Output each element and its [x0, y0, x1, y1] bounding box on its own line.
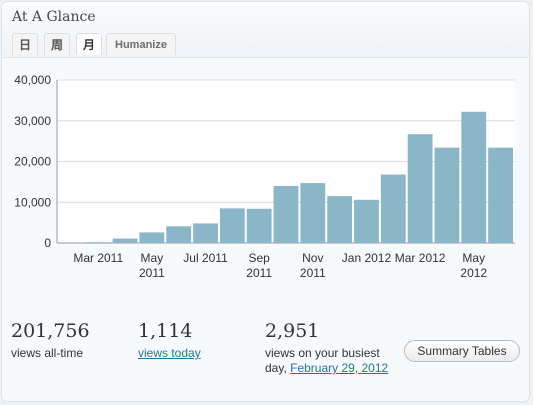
chart-bar [139, 232, 165, 243]
chart-bar [273, 185, 299, 243]
busiest-day-views-count: 2,951 [265, 320, 320, 342]
chart-bar [166, 226, 192, 243]
today-views-count: 1,114 [138, 320, 193, 342]
y-tick-label: 40,000 [14, 73, 51, 87]
tab-week[interactable]: 周 [44, 33, 70, 55]
summary-tables-button[interactable]: Summary Tables [404, 340, 520, 362]
x-tick-label: 2011 [246, 266, 272, 280]
chart-bar [354, 199, 379, 243]
panel-header: At A Glance 日 周 月 Humanize [2, 2, 529, 58]
x-tick-label: Mar 2012 [395, 251, 446, 265]
x-tick-label: Jan 2012 [342, 251, 392, 265]
chart-bar [193, 223, 218, 243]
busiest-day-date-link[interactable]: February 29, 2012 [290, 361, 389, 375]
y-tick-label: 20,000 [14, 155, 51, 169]
chart-bar [380, 174, 406, 243]
x-tick-label: Jul 2011 [183, 251, 228, 265]
x-tick-label: Sep [248, 251, 270, 265]
chart-bar [461, 111, 487, 243]
chart-bar [327, 196, 353, 243]
tab-humanize[interactable]: Humanize [106, 33, 176, 55]
chart-bar [488, 147, 513, 243]
chart-bar [434, 147, 460, 243]
busiest-day-label-line1: views on your busiest [265, 346, 380, 360]
x-tick-label: May [141, 251, 164, 265]
y-tick-label: 30,000 [14, 114, 51, 128]
chart-bar [246, 208, 272, 243]
y-tick-label: 10,000 [14, 195, 51, 209]
busiest-day-label-prefix: day, [265, 361, 291, 375]
all-time-views-count: 201,756 [11, 320, 90, 342]
x-tick-label: 2012 [460, 266, 487, 280]
panel-title: At A Glance [12, 9, 96, 25]
chart-bar [219, 208, 245, 243]
x-tick-label: 2011 [300, 266, 326, 280]
chart-bar [112, 238, 138, 243]
all-time-views-label: views all-time [11, 346, 84, 360]
y-tick-label: 0 [44, 236, 51, 250]
views-today-link[interactable]: views today [138, 346, 201, 360]
chart-bar [85, 242, 111, 243]
x-tick-label: May [462, 251, 485, 265]
tab-day[interactable]: 日 [12, 33, 38, 55]
x-tick-label: Nov [302, 251, 323, 265]
x-tick-label: Mar 2011 [73, 251, 123, 265]
x-tick-label: 2011 [139, 266, 165, 280]
views-chart: 0 10,000 20,000 30,000 40,000 Mar 2011 May 2011… [2, 58, 529, 298]
chart-bar [407, 134, 433, 243]
chart-bar [300, 183, 326, 243]
tab-month[interactable]: 月 [76, 33, 102, 55]
busiest-day-label: views on your busiest day, February 29, … [265, 346, 388, 376]
